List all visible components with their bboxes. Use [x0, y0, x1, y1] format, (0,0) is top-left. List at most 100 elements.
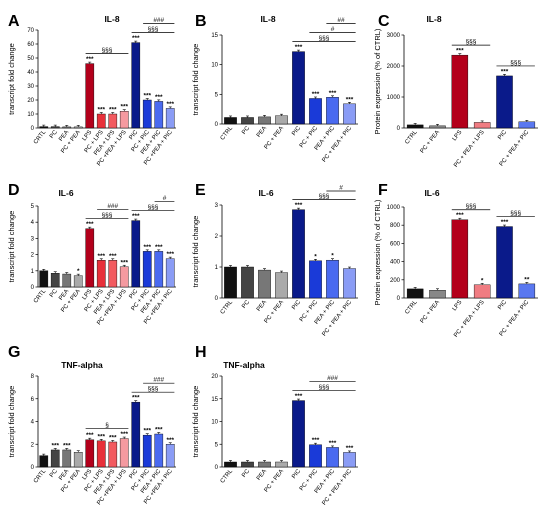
- significance-label: ***: [132, 213, 140, 220]
- category-label: PEA: [256, 126, 268, 139]
- bar: [165, 108, 175, 129]
- comparison-label: ###: [153, 377, 164, 384]
- y-tick-label: 600: [390, 241, 401, 247]
- bar: [154, 251, 164, 288]
- bar: [39, 126, 49, 129]
- significance-label: ***: [51, 442, 59, 449]
- y-tick-label: 2: [31, 253, 35, 259]
- bar: [165, 258, 175, 288]
- significance-label: ***: [346, 445, 354, 452]
- comparison-label: #: [331, 26, 335, 33]
- category-label: CRTL: [33, 288, 48, 304]
- y-tick-label: 50: [27, 56, 34, 62]
- y-tick-label: 5: [215, 92, 219, 98]
- y-tick-label: 200: [390, 278, 401, 284]
- significance-label: ***: [456, 48, 464, 55]
- comparison-label: §§§: [466, 39, 477, 46]
- comparison-label: ##: [337, 17, 345, 24]
- significance-label: ***: [295, 44, 303, 51]
- bar: [39, 455, 49, 468]
- y-tick-label: 0: [397, 296, 401, 302]
- category-label: LPS: [452, 130, 464, 143]
- bar: [258, 461, 271, 468]
- bar: [165, 444, 175, 468]
- bar: [518, 121, 536, 129]
- y-tick-label: 3000: [387, 33, 401, 39]
- significance-label: ***: [329, 90, 337, 97]
- chart-title: IL-8: [426, 14, 441, 24]
- category-label: PEA: [256, 300, 268, 313]
- category-label: PIC: [497, 129, 508, 141]
- y-tick-label: 0: [215, 122, 219, 128]
- y-tick-label: 30: [27, 84, 34, 90]
- category-label: LPS: [82, 289, 94, 302]
- comparison-label: §§§: [148, 204, 159, 211]
- bar: [85, 228, 95, 288]
- y-tick-label: 10: [27, 112, 34, 118]
- panel-letter: A: [8, 13, 20, 30]
- bar: [142, 99, 152, 129]
- bar: [343, 103, 356, 125]
- bar: [241, 117, 254, 125]
- comparison-label: §§§: [148, 26, 159, 33]
- bar: [258, 269, 271, 299]
- y-tick-label: 15: [211, 33, 218, 39]
- category-label: CTRL: [404, 129, 419, 146]
- bar: [96, 440, 106, 468]
- comparison-label: §§§: [319, 384, 330, 391]
- bar: [241, 461, 254, 468]
- y-axis-label: transcript fold change: [191, 44, 200, 116]
- y-tick-label: 1: [215, 265, 219, 271]
- y-axis-label: transcript fold change: [7, 43, 16, 115]
- significance-label: ***: [501, 219, 509, 226]
- category-label: PIC: [128, 129, 139, 141]
- significance-label: ***: [312, 437, 320, 444]
- y-axis-label: Protein expression (% of CTRL): [373, 199, 382, 305]
- comparison-label: §§§: [466, 203, 477, 210]
- comparison-label: §§§: [319, 193, 330, 200]
- bar: [131, 220, 141, 288]
- y-tick-label: 0: [31, 465, 35, 471]
- bar: [326, 259, 339, 299]
- significance-label: ***: [109, 107, 117, 114]
- bar: [85, 63, 95, 129]
- category-label: PC: [241, 125, 251, 136]
- bar: [131, 42, 141, 129]
- y-tick-label: 400: [390, 260, 401, 266]
- panel-letter: E: [195, 182, 206, 199]
- bar: [451, 219, 469, 299]
- y-tick-label: 5: [215, 442, 219, 448]
- significance-label: ***: [97, 253, 105, 260]
- comparison-label: ###: [153, 17, 164, 24]
- bar: [473, 284, 491, 299]
- significance-label: ***: [329, 440, 337, 447]
- bar: [496, 75, 513, 129]
- y-tick-label: 60: [27, 42, 34, 48]
- bar: [451, 54, 469, 129]
- y-tick-label: 3: [31, 236, 35, 242]
- significance-label: ***: [109, 434, 117, 441]
- panel-letter: F: [378, 182, 388, 199]
- y-tick-label: 20: [27, 98, 34, 104]
- bar: [108, 441, 118, 468]
- y-tick-label: 1: [31, 269, 35, 275]
- y-tick-label: 2: [215, 234, 219, 240]
- bar: [224, 117, 237, 125]
- y-axis-label: transcript fold change: [191, 386, 200, 458]
- bar: [154, 433, 164, 468]
- y-tick-label: 0: [215, 465, 219, 471]
- y-tick-label: 3: [215, 203, 219, 209]
- panel-letter: B: [195, 13, 207, 30]
- significance-label: ***: [120, 259, 128, 266]
- bar: [343, 268, 356, 299]
- bar: [326, 447, 339, 468]
- y-tick-label: 1000: [387, 95, 401, 101]
- panel-letter: H: [195, 344, 207, 361]
- bar: [275, 272, 288, 299]
- bar: [154, 101, 164, 129]
- bar: [496, 226, 513, 299]
- significance-label: ***: [132, 35, 140, 42]
- category-label: CRTL: [33, 129, 48, 145]
- significance-label: ***: [143, 93, 151, 100]
- y-tick-label: 10: [211, 420, 218, 426]
